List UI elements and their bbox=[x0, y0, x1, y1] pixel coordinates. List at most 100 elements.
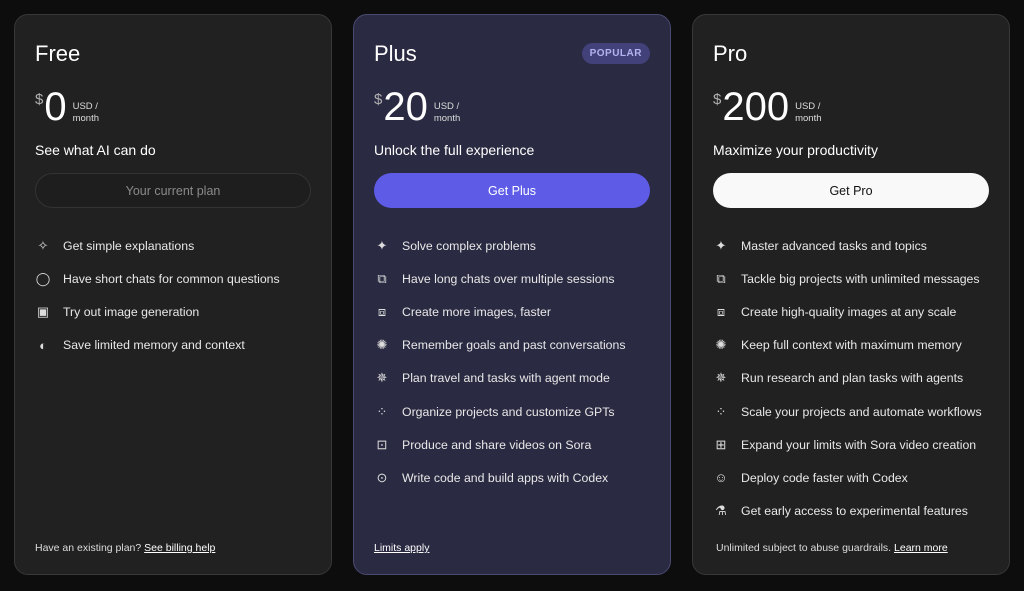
currency-symbol: $ bbox=[374, 91, 383, 108]
feature-text: Master advanced tasks and topics bbox=[741, 238, 927, 253]
feature-text: Create high-quality images at any scale bbox=[741, 304, 957, 319]
period-currency: USD / bbox=[433, 101, 460, 112]
footer-text: Have an existing plan? bbox=[35, 542, 145, 554]
feature-item: ⁘ Organize projects and customize GPTs bbox=[374, 395, 626, 428]
feature-text: Save limited memory and context bbox=[63, 338, 245, 353]
telescope-icon: ✵ bbox=[715, 370, 727, 386]
brain-icon: ✺ bbox=[376, 337, 388, 353]
plan-price: $ 0 USD / month bbox=[35, 87, 99, 127]
plan-footer: Have an existing plan? See billing help bbox=[35, 542, 215, 554]
plan-tagline: Unlock the full experience bbox=[374, 142, 535, 158]
currency-symbol: $ bbox=[35, 91, 44, 108]
feature-item: ⧈ Create more images, faster bbox=[374, 295, 626, 328]
chats-icon: ⧉ bbox=[377, 270, 387, 286]
feature-item: ⧉ Tackle big projects with unlimited mess… bbox=[713, 262, 982, 295]
plan-card-pro: Pro $ 200 USD / month Maximize your produ… bbox=[692, 14, 1010, 575]
plan-tagline: Maximize your productivity bbox=[713, 142, 878, 158]
feature-text: Plan travel and tasks with agent mode bbox=[402, 371, 610, 386]
feature-list: ✧ Get simple explanations ◯ Have short chat… bbox=[35, 229, 280, 362]
plan-card-free: Free $ 0 USD / month See what AI can do Y… bbox=[14, 14, 332, 575]
price-period: USD / month bbox=[795, 101, 821, 125]
feature-list: ✦ Master advanced tasks and topics ⧉ Tackle… bbox=[713, 229, 982, 528]
period-currency: USD / bbox=[72, 101, 98, 112]
plan-price: $ 200 USD / month bbox=[713, 87, 822, 127]
plan-footer: Limits apply bbox=[374, 542, 429, 554]
feature-text: Produce and share videos on Sora bbox=[402, 437, 592, 452]
price-amount: 0 bbox=[44, 85, 67, 129]
terminal-icon: ⊙ bbox=[376, 469, 388, 485]
chats-icon: ⧉ bbox=[716, 270, 726, 286]
feature-text: Remember goals and past conversations bbox=[402, 338, 626, 353]
period-currency: USD / bbox=[795, 101, 821, 112]
price-period: USD / month bbox=[73, 101, 99, 125]
plus-plan-button[interactable]: Get Plus bbox=[374, 173, 650, 208]
price-amount: 20 bbox=[383, 85, 428, 129]
plan-card-plus: Plus POPULAR $ 20 USD / month Unlock the f… bbox=[353, 14, 671, 575]
feature-item: ✦ Solve complex problems bbox=[374, 229, 626, 262]
plan-name: Pro bbox=[713, 41, 748, 66]
feature-text: Tackle big projects with unlimited messa… bbox=[741, 271, 980, 286]
footer-link[interactable]: Learn more bbox=[894, 542, 948, 554]
feature-text: Get early access to experimental feature… bbox=[741, 504, 968, 519]
codex-icon: ☺ bbox=[714, 470, 728, 486]
popular-badge: POPULAR bbox=[581, 43, 650, 64]
feature-item: ✺ Remember goals and past conversations bbox=[374, 329, 626, 362]
video-plus-icon: ⊞ bbox=[715, 436, 727, 452]
feature-item: ⧉ Have long chats over multiple sessions bbox=[374, 262, 626, 295]
feature-text: Have short chats for common questions bbox=[63, 271, 280, 286]
feature-item: ⊡ Produce and share videos on Sora bbox=[374, 428, 626, 461]
feature-item: ⁘ Scale your projects and automate workfl… bbox=[713, 395, 982, 428]
feature-item: ✦ Master advanced tasks and topics bbox=[713, 229, 982, 262]
footer-link[interactable]: See billing help bbox=[144, 542, 216, 554]
feature-item: ✵ Plan travel and tasks with agent mode bbox=[374, 362, 626, 395]
feature-text: Create more images, faster bbox=[402, 304, 551, 319]
feature-text: Run research and plan tasks with agents bbox=[741, 371, 964, 386]
feature-text: Write code and build apps with Codex bbox=[402, 470, 609, 485]
feature-item: ✵ Run research and plan tasks with agents bbox=[713, 362, 982, 395]
flask-icon: ⚗ bbox=[715, 503, 727, 519]
plan-name: Plus bbox=[374, 41, 417, 66]
pro-plan-button[interactable]: Get Pro bbox=[713, 173, 989, 208]
plan-footer: Unlimited subject to abuse guardrails. L… bbox=[716, 542, 948, 554]
feature-text: Try out image generation bbox=[63, 304, 200, 319]
period-unit: month bbox=[795, 113, 822, 124]
feature-text: Have long chats over multiple sessions bbox=[402, 271, 615, 286]
period-unit: month bbox=[433, 113, 461, 124]
images-icon: ⧈ bbox=[377, 303, 387, 319]
free-plan-button: Your current plan bbox=[35, 173, 311, 208]
feature-item: ☺ Deploy code faster with Codex bbox=[713, 461, 982, 494]
chat-bubble-icon: ◯ bbox=[35, 270, 51, 286]
footer-text: Unlimited subject to abuse guardrails. bbox=[716, 542, 895, 554]
feature-text: Deploy code faster with Codex bbox=[741, 470, 908, 485]
apps-icon: ⁘ bbox=[715, 403, 727, 419]
feature-text: Scale your projects and automate workflo… bbox=[741, 404, 982, 419]
feature-item: ✺ Keep full context with maximum memory bbox=[713, 329, 982, 362]
plan-name: Free bbox=[35, 41, 81, 66]
feature-item: ✧ Get simple explanations bbox=[35, 229, 280, 262]
feature-text: Solve complex problems bbox=[402, 238, 536, 253]
memory-icon: ◐ bbox=[39, 337, 47, 353]
brain-icon: ✺ bbox=[715, 337, 727, 353]
feature-item: ◯ Have short chats for common questions bbox=[35, 262, 280, 295]
feature-item: ⚗ Get early access to experimental featur… bbox=[713, 495, 982, 528]
feature-item: ⊙ Write code and build apps with Codex bbox=[374, 461, 626, 494]
period-unit: month bbox=[72, 113, 99, 124]
sparkles-icon: ✦ bbox=[376, 237, 388, 253]
sparkle-icon: ✧ bbox=[37, 237, 49, 253]
feature-text: Organize projects and customize GPTs bbox=[402, 404, 615, 419]
feature-list: ✦ Solve complex problems ⧉ Have long chats … bbox=[374, 229, 626, 495]
image-icon: ▣ bbox=[36, 303, 50, 319]
price-period: USD / month bbox=[434, 101, 460, 125]
plan-tagline: See what AI can do bbox=[35, 142, 156, 158]
currency-symbol: $ bbox=[713, 91, 722, 108]
images-icon: ⧈ bbox=[716, 303, 726, 319]
apps-icon: ⁘ bbox=[376, 403, 388, 419]
feature-item: ⊞ Expand your limits with Sora video crea… bbox=[713, 428, 982, 461]
sparkles-icon: ✦ bbox=[715, 237, 727, 253]
plan-price: $ 20 USD / month bbox=[374, 87, 460, 127]
footer-link[interactable]: Limits apply bbox=[374, 542, 430, 554]
feature-text: Keep full context with maximum memory bbox=[741, 338, 962, 353]
price-amount: 200 bbox=[722, 85, 790, 129]
video-icon: ⊡ bbox=[376, 436, 388, 452]
feature-item: ⧈ Create high-quality images at any scale bbox=[713, 295, 982, 328]
